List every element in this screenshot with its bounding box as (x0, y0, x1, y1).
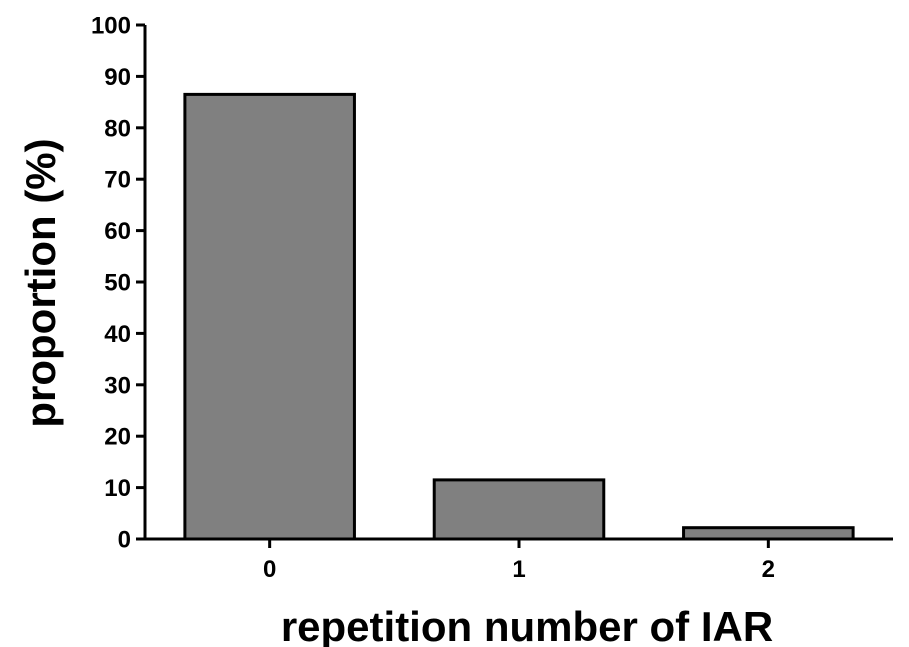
y-tick-label: 50 (104, 270, 131, 297)
y-tick-label: 10 (104, 475, 131, 502)
y-tick-label: 0 (118, 527, 131, 554)
y-tick-label: 90 (104, 64, 131, 91)
x-axis: 0 1 2 (145, 537, 893, 583)
x-tick-label: 2 (762, 556, 775, 583)
y-tick-label: 40 (104, 321, 131, 348)
y-tick-label: 80 (104, 115, 131, 142)
bar-2 (682, 526, 855, 541)
y-tick-label: 100 (91, 13, 131, 40)
bar-1 (432, 478, 606, 541)
y-tick-label: 30 (104, 372, 131, 399)
y-tick-label: 70 (104, 167, 131, 194)
x-tick-label: 1 (512, 556, 525, 583)
x-tick-label: 0 (263, 556, 276, 583)
y-axis: 0 10 20 30 40 50 60 70 80 90 100 (91, 13, 147, 554)
y-tick-label: 60 (104, 218, 131, 245)
y-axis-title: proportion (%) (17, 138, 64, 427)
y-tick-label: 20 (104, 424, 131, 451)
x-axis-title: repetition number of IAR (281, 603, 773, 647)
bars-group (183, 92, 855, 541)
bar-0 (183, 92, 356, 541)
